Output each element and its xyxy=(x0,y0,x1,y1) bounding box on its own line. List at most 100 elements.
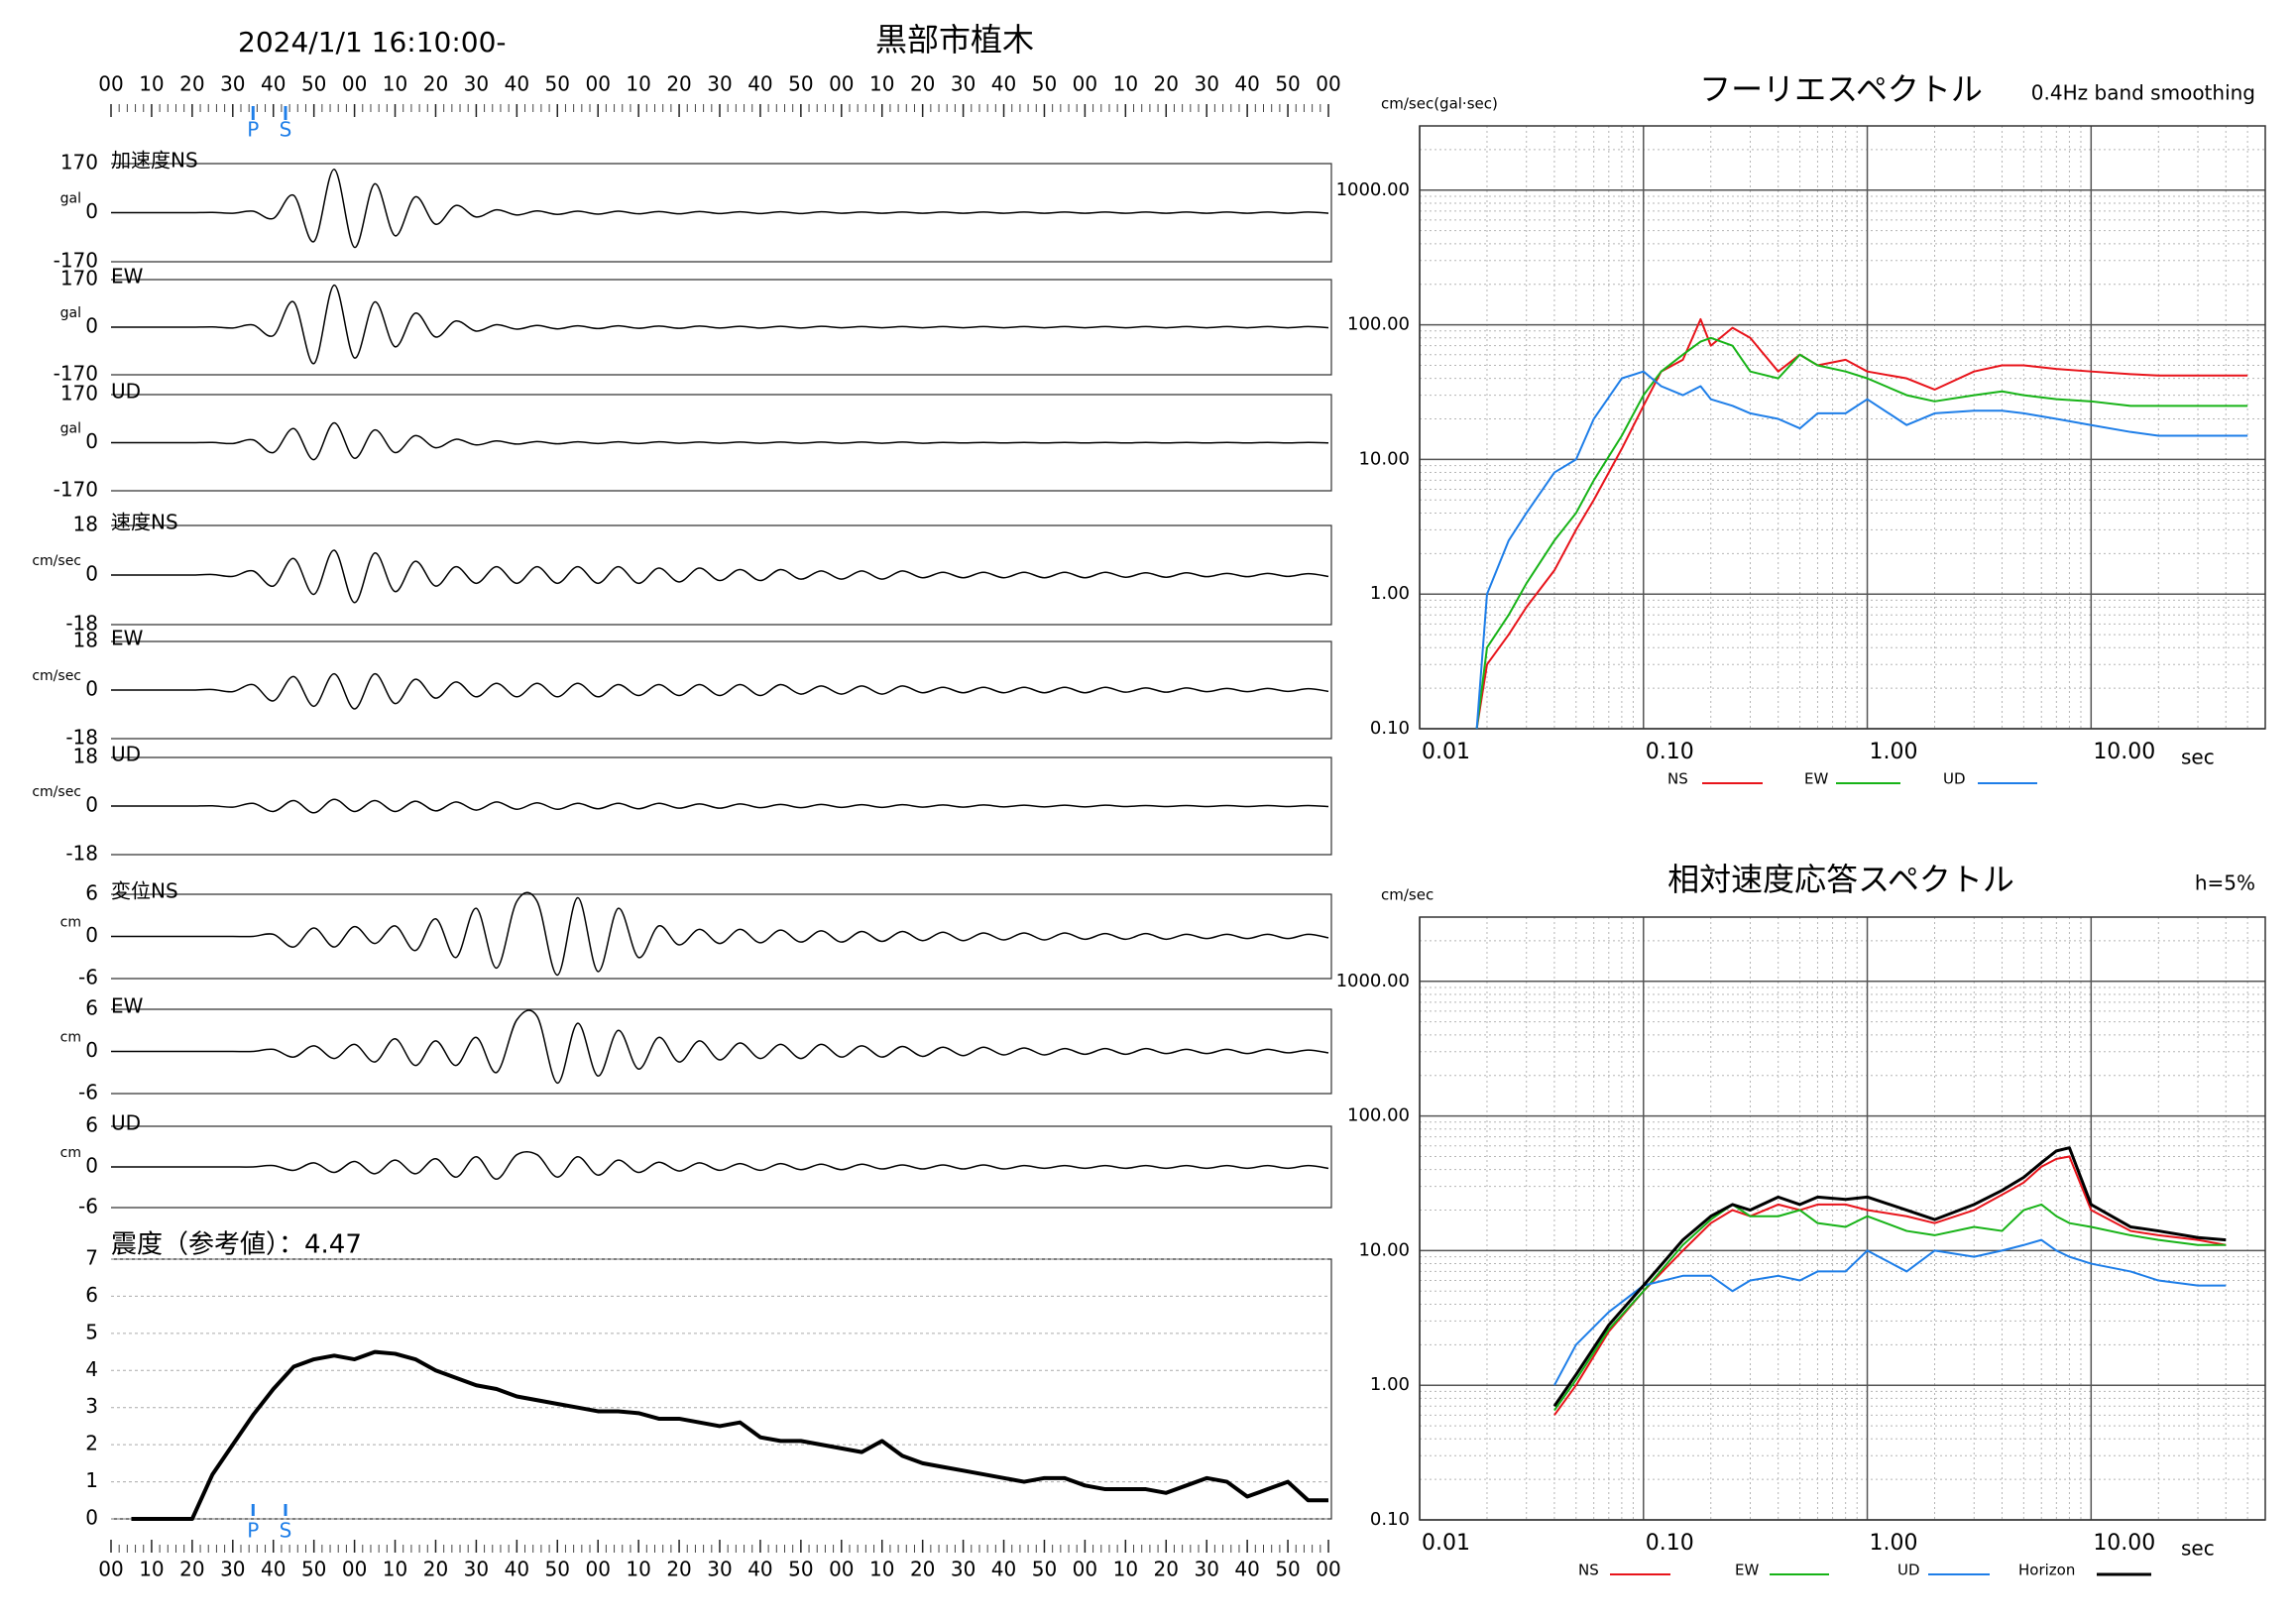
waveform xyxy=(111,891,1329,977)
panel-frame xyxy=(111,1258,1332,1520)
series-line xyxy=(1552,1146,2227,1408)
time-tick-label: 30 xyxy=(1194,72,1218,96)
y-tick-label: -18 xyxy=(65,612,98,636)
x-tick-label: 1.00 xyxy=(1870,740,1918,764)
y-tick-label: 0 xyxy=(85,677,98,701)
panel-label: 速度NS xyxy=(111,511,178,534)
y-tick-label: 0 xyxy=(85,562,98,586)
time-tick-label: 30 xyxy=(951,1558,976,1581)
time-tick-label: 00 xyxy=(585,1558,610,1581)
y-tick-label: 0 xyxy=(85,199,98,223)
y-tick-label: 0.10 xyxy=(1370,718,1410,739)
time-tick-label: 40 xyxy=(991,1558,1016,1581)
legend-label: NS xyxy=(1667,770,1688,788)
y-tick-label: 170 xyxy=(60,382,98,406)
x-tick-label: 0.10 xyxy=(1646,740,1694,764)
x-axis-label: sec xyxy=(2181,746,2215,769)
time-tick-label: 00 xyxy=(1073,1558,1097,1581)
chart-title: フーリエスペクトル xyxy=(1699,70,1983,108)
unit-label: cm xyxy=(60,1030,81,1046)
time-tick-label: 50 xyxy=(788,72,813,96)
time-tick-label: 50 xyxy=(1275,1558,1300,1581)
y-tick-label: 170 xyxy=(60,267,98,290)
plot-frame xyxy=(1419,125,2266,730)
time-tick-label: 20 xyxy=(179,1558,204,1581)
panel-frame xyxy=(111,1008,1332,1095)
x-tick-label: 0.01 xyxy=(1422,740,1470,764)
y-tick-label: 10.00 xyxy=(1358,448,1410,469)
time-tick-label: 00 xyxy=(829,1558,854,1581)
waveform xyxy=(110,1009,1329,1085)
x-tick-label: 0.10 xyxy=(1646,1531,1694,1556)
time-tick-label: 00 xyxy=(98,72,123,96)
time-tick-label: 30 xyxy=(707,72,732,96)
y-tick-label: 0 xyxy=(85,1506,98,1530)
panel-frame xyxy=(111,756,1332,856)
time-tick-label: 50 xyxy=(545,72,570,96)
time-tick-label: 40 xyxy=(747,1558,772,1581)
time-tick-label: 30 xyxy=(220,72,245,96)
y-axis-label: cm/sec xyxy=(1381,886,1434,904)
time-tick-label: 30 xyxy=(464,72,489,96)
y-tick-label: 0 xyxy=(85,429,98,453)
time-tick-label: 20 xyxy=(1154,1558,1179,1581)
y-tick-label: -170 xyxy=(54,249,98,273)
y-tick-label: 100.00 xyxy=(1347,1105,1410,1126)
y-tick-label: -6 xyxy=(78,1081,98,1104)
time-tick-label: 00 xyxy=(829,72,854,96)
y-tick-label: -18 xyxy=(65,726,98,750)
time-tick-label: 10 xyxy=(383,1558,407,1581)
y-tick-label: 170 xyxy=(60,151,98,174)
unit-label: cm/sec xyxy=(32,668,81,684)
waveform xyxy=(111,1151,1329,1181)
time-tick-label: 10 xyxy=(869,1558,894,1581)
series-line xyxy=(1475,317,2248,730)
time-tick-label: 40 xyxy=(747,72,772,96)
panel-frame xyxy=(111,279,1332,376)
time-tick-label: 50 xyxy=(1032,72,1057,96)
time-tick-label: 50 xyxy=(301,1558,326,1581)
y-tick-label: 3 xyxy=(85,1394,98,1418)
y-tick-label: 0.10 xyxy=(1370,1509,1410,1530)
unit-label: cm xyxy=(60,1145,81,1161)
time-tick-label: 40 xyxy=(1234,1558,1259,1581)
panel-label: UD xyxy=(111,743,141,766)
panel-frame xyxy=(111,163,1332,263)
y-tick-label: 1 xyxy=(85,1468,98,1492)
time-tick-label: 10 xyxy=(869,72,894,96)
header-datetime: 2024/1/1 16:10:00- xyxy=(238,26,507,58)
time-tick-label: 20 xyxy=(423,72,448,96)
chart-subtitle: 0.4Hz band smoothing xyxy=(2031,81,2255,105)
chart-subtitle: h=5% xyxy=(2195,871,2255,895)
time-tick-label: 30 xyxy=(951,72,976,96)
panel-label: EW xyxy=(111,627,144,650)
y-tick-label: -18 xyxy=(65,842,98,866)
phase-marker-label: P xyxy=(247,1519,259,1543)
legend-label: NS xyxy=(1578,1562,1599,1579)
time-tick-label: 20 xyxy=(666,72,691,96)
time-tick-label: 10 xyxy=(1113,72,1138,96)
time-tick-label: 00 xyxy=(342,72,367,96)
intensity-line xyxy=(131,1349,1328,1521)
panel-frame xyxy=(111,524,1332,626)
phase-marker-label: P xyxy=(247,118,259,142)
y-tick-label: 6 xyxy=(85,881,98,905)
time-tick-label: 30 xyxy=(707,1558,732,1581)
time-tick-label: 20 xyxy=(179,72,204,96)
unit-label: cm/sec xyxy=(32,784,81,800)
y-tick-label: -6 xyxy=(78,1195,98,1218)
time-tick-label: 40 xyxy=(505,72,529,96)
time-tick-label: 20 xyxy=(1154,72,1179,96)
legend-label: UD xyxy=(1943,770,1966,788)
panel-label: UD xyxy=(111,380,141,404)
plot-frame xyxy=(1419,916,2266,1521)
waveform xyxy=(110,421,1329,461)
panel-frame xyxy=(111,1125,1332,1209)
y-tick-label: 4 xyxy=(85,1357,98,1381)
y-tick-label: -170 xyxy=(54,478,98,502)
y-tick-label: 0 xyxy=(85,314,98,338)
panel-frame xyxy=(111,394,1332,492)
time-tick-label: 40 xyxy=(991,72,1016,96)
unit-label: gal xyxy=(60,305,81,321)
